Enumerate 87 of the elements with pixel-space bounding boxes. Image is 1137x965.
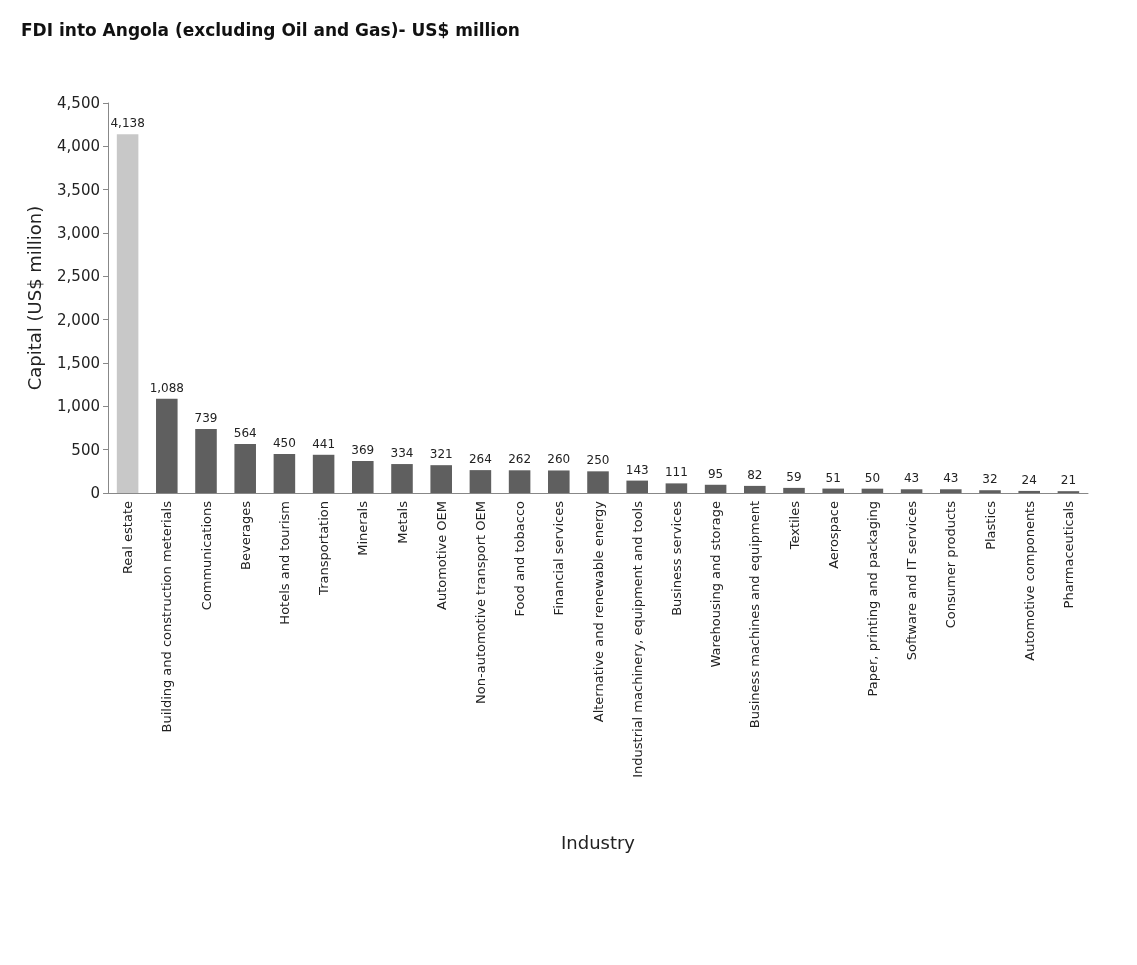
- bar: [587, 471, 609, 493]
- bar: [704, 484, 727, 493]
- data-label: 441: [312, 436, 336, 451]
- bar: [900, 489, 923, 493]
- y-tick-label: 1,000: [57, 397, 100, 416]
- bar: [626, 480, 648, 493]
- x-tick-label: Business machines and equipment: [747, 501, 763, 729]
- data-label: 4,138: [110, 116, 145, 131]
- bar: [234, 444, 256, 493]
- data-label: 59: [786, 469, 802, 484]
- x-tick-label: Transportation: [316, 501, 332, 596]
- x-tick-label: Warehousing and storage: [708, 501, 724, 668]
- bar: [116, 134, 139, 493]
- data-label: 450: [272, 436, 296, 450]
- bar: [822, 488, 844, 493]
- x-tick-label: Non-automotive transport OEM: [472, 501, 488, 704]
- data-label: 1,088: [149, 380, 184, 395]
- bar: [1018, 490, 1040, 493]
- data-label: 262: [508, 452, 532, 467]
- bar: [469, 470, 492, 493]
- y-tick-label: 1,500: [57, 354, 100, 372]
- x-tick-label: Beverages: [237, 500, 253, 570]
- y-tick-label: 2,000: [57, 310, 100, 329]
- bar: [744, 485, 766, 493]
- bar: [861, 488, 884, 493]
- chart-title: FDI into Angola (excluding Oil and Gas)- US$ million: [21, 19, 520, 40]
- x-tick-label: Plastics: [982, 500, 998, 550]
- bar: [312, 454, 335, 493]
- x-tick-label: Alternative and renewable energy: [590, 500, 606, 723]
- x-tick-label: Automotive OEM: [433, 501, 449, 610]
- data-label: 51: [825, 470, 841, 485]
- data-label: 82: [747, 467, 763, 482]
- bar: [665, 483, 688, 493]
- x-tick-label: Consumer products: [943, 500, 959, 629]
- bar: [940, 489, 962, 493]
- x-tick-label: Communications: [198, 500, 214, 611]
- data-label: 32: [982, 472, 998, 487]
- data-label: 43: [943, 471, 959, 486]
- data-label: 21: [1060, 473, 1077, 488]
- data-label: 334: [390, 446, 414, 461]
- x-tick-label: Financial services: [551, 500, 567, 616]
- y-tick-label: 2,500: [57, 267, 100, 286]
- bar: [273, 454, 296, 493]
- data-label: 739: [194, 410, 218, 425]
- x-tick-label: Aerospace: [825, 501, 841, 569]
- x-tick-label: Hotels and tourism: [276, 501, 292, 625]
- bar: [548, 470, 570, 493]
- data-label: 24: [1021, 472, 1037, 487]
- data-label: 50: [864, 470, 881, 485]
- data-label: 43: [903, 471, 920, 486]
- x-tick-label: Paper, printing and packaging: [864, 501, 880, 697]
- x-tick-label: Metals: [394, 500, 410, 544]
- x-tick-label: Automotive components: [1021, 500, 1037, 661]
- y-tick-label: 3,500: [57, 180, 100, 199]
- bar: [783, 487, 805, 493]
- bar: [156, 398, 178, 493]
- x-tick-label: Food and tobacco: [512, 500, 528, 617]
- y-axis-title: Capital (US$ million): [23, 205, 45, 391]
- data-label: 564: [233, 426, 257, 441]
- bar: [430, 465, 452, 493]
- data-label: 95: [707, 466, 724, 481]
- data-label: 143: [625, 462, 649, 477]
- y-tick-label: 0: [90, 484, 100, 502]
- data-label: 250: [586, 453, 610, 468]
- y-tick-label: 3,000: [57, 224, 100, 242]
- x-tick-label: Building and construction meterials: [159, 500, 175, 733]
- y-tick-label: 4,000: [57, 137, 100, 156]
- x-tick-label: Pharmaceuticals: [1060, 500, 1076, 609]
- data-label: 369: [351, 443, 375, 458]
- x-tick-label: Minerals: [355, 500, 371, 556]
- bar: [195, 428, 217, 493]
- data-label: 264: [468, 452, 492, 467]
- x-tick-label: Software and IT services: [904, 500, 920, 661]
- data-label: 111: [664, 465, 688, 480]
- bar: [979, 490, 1001, 493]
- x-tick-label: Real estate: [120, 501, 136, 575]
- y-tick-label: 500: [71, 440, 100, 459]
- bar: [352, 461, 374, 493]
- data-label: 321: [429, 447, 453, 462]
- y-tick-label: 4,500: [57, 94, 100, 112]
- bar: [508, 470, 531, 493]
- x-tick-label: Business services: [668, 500, 684, 616]
- bar: [391, 464, 413, 493]
- x-axis-title: Industry: [560, 831, 636, 853]
- data-label: 260: [547, 452, 571, 467]
- x-tick-label: Textiles: [786, 500, 802, 551]
- x-tick-label: Industrial machinery, equipment and tools: [629, 500, 645, 778]
